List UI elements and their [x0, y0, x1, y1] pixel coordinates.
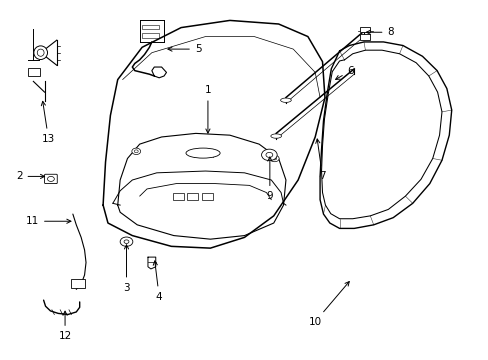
- Circle shape: [270, 155, 279, 162]
- Text: 5: 5: [167, 44, 201, 54]
- FancyBboxPatch shape: [44, 174, 57, 184]
- Text: 6: 6: [335, 66, 353, 80]
- Circle shape: [134, 150, 138, 153]
- Circle shape: [124, 240, 129, 243]
- Circle shape: [47, 176, 54, 181]
- Text: 10: 10: [308, 282, 348, 327]
- Text: 11: 11: [26, 216, 71, 226]
- Text: 1: 1: [204, 85, 211, 133]
- Text: 9: 9: [266, 157, 273, 201]
- Bar: [71, 279, 85, 288]
- Ellipse shape: [185, 148, 220, 158]
- Circle shape: [120, 237, 133, 246]
- Text: 12: 12: [58, 311, 72, 341]
- Text: 8: 8: [366, 27, 393, 37]
- Bar: [359, 27, 369, 32]
- Circle shape: [132, 148, 141, 154]
- Bar: [187, 193, 198, 201]
- Text: 7: 7: [315, 139, 325, 181]
- Text: 4: 4: [153, 261, 162, 302]
- Circle shape: [272, 157, 276, 160]
- Text: 3: 3: [123, 245, 129, 293]
- Bar: [359, 35, 369, 40]
- Ellipse shape: [270, 134, 281, 138]
- Bar: [172, 193, 183, 201]
- Ellipse shape: [37, 49, 44, 56]
- Text: 2: 2: [16, 171, 44, 181]
- Bar: [202, 193, 212, 201]
- Ellipse shape: [280, 98, 291, 102]
- Circle shape: [265, 152, 272, 157]
- Bar: [27, 68, 40, 76]
- Bar: [142, 33, 159, 38]
- Bar: [142, 25, 159, 30]
- Text: 13: 13: [41, 102, 55, 144]
- Ellipse shape: [34, 46, 47, 59]
- Circle shape: [261, 149, 277, 161]
